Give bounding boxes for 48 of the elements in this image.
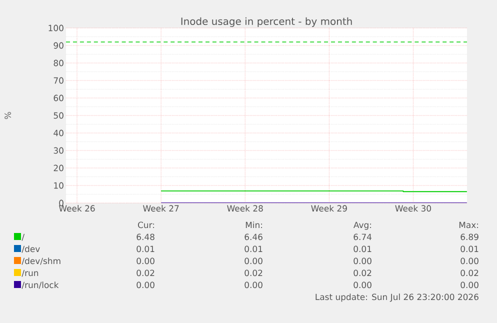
legend-label: / [22,234,25,241]
legend-label: /run [22,270,38,277]
text: 6.89 [460,234,478,240]
text: 0.02 [244,270,262,276]
legend-label: /dev [22,246,40,253]
text: 0.00 [136,282,154,288]
text: Max: [459,222,478,228]
y-tick-label: 60 [54,94,64,102]
y-tick-label: 70 [54,77,64,84]
legend-label: /dev/shm [22,258,60,265]
x-tick-label: Week 27 [143,205,179,212]
text: 0.00 [460,258,478,264]
x-tick-label: Week 28 [227,205,263,212]
text: 0.01 [354,246,372,252]
text: Min: [246,222,262,228]
text: 0.00 [244,282,262,288]
legend-label: /run/lock [22,282,59,289]
y-tick-label: 40 [54,130,64,136]
text: 0.02 [460,270,478,276]
text: 0.00 [244,258,262,264]
y-tick-label: 0 [59,200,64,206]
text: 0.00 [354,258,372,264]
chart-title: Inode usage in percent - by month [181,17,352,27]
x-tick-label: Week 26 [58,205,95,212]
y-tick-label: 30 [54,147,64,154]
text: 0.02 [354,270,372,276]
y-tick-label: 90 [54,42,64,49]
text: 6.74 [354,234,372,240]
text: 0.02 [136,270,154,276]
x-tick-label: Week 29 [311,205,347,212]
text: 0.01 [460,246,478,252]
y-tick-label: 10 [54,182,64,189]
text: Last update: Sun Jul 26 23:20:00 2026 [316,294,478,302]
text: 6.46 [244,234,262,240]
text: Cur: [138,222,154,228]
y-tick-label: 80 [54,60,64,66]
text: 0.00 [136,258,154,264]
y-axis-title: % [4,112,11,120]
text: 0.01 [244,246,262,252]
y-tick-label: 50 [54,112,64,119]
y-tick-label: 20 [54,164,64,172]
text: 6.48 [136,234,154,240]
x-tick-label: Week 30 [395,205,431,212]
text: Avg: [354,222,371,230]
text: 0.00 [460,282,478,288]
y-tick-label: 100 [48,24,64,32]
text: 0.01 [136,246,154,252]
text: 0.00 [354,282,372,288]
